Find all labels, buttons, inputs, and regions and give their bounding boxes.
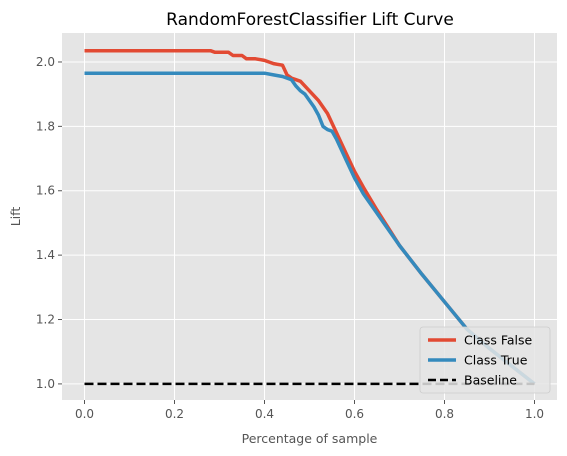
x-tick-label: 0.8 (435, 407, 454, 421)
x-tick-label: 0.6 (345, 407, 364, 421)
legend-label: Baseline (464, 373, 517, 388)
legend-label: Class False (464, 333, 533, 348)
x-axis-label: Percentage of sample (242, 431, 378, 446)
legend-label: Class True (464, 353, 528, 368)
x-tick-label: 0.4 (255, 407, 274, 421)
y-tick-label: 1.2 (36, 313, 55, 327)
x-tick-label: 0.2 (165, 407, 184, 421)
y-tick-label: 2.0 (36, 55, 55, 69)
y-tick-label: 1.8 (36, 119, 55, 133)
y-tick-label: 1.6 (36, 184, 55, 198)
axis-ticks: 0.0 0.2 0.4 0.6 0.8 1.0 1.0 1.2 1.4 1.6 1.8 2.0 (36, 55, 544, 421)
series-layer (84, 48, 536, 386)
series-line-class-true (84, 71, 536, 386)
grid-lines (62, 33, 557, 400)
y-tick-label: 1.0 (36, 377, 55, 391)
y-tick-label: 1.4 (36, 248, 55, 262)
chart-title: RandomForestClassifier Lift Curve (166, 10, 454, 30)
x-tick-label: 1.0 (525, 407, 544, 421)
legend-box (419, 326, 551, 394)
y-axis-label: Lift (8, 207, 23, 227)
legend: Class False Class True Baseline (419, 326, 551, 394)
x-tick-label: 0.0 (75, 407, 94, 421)
